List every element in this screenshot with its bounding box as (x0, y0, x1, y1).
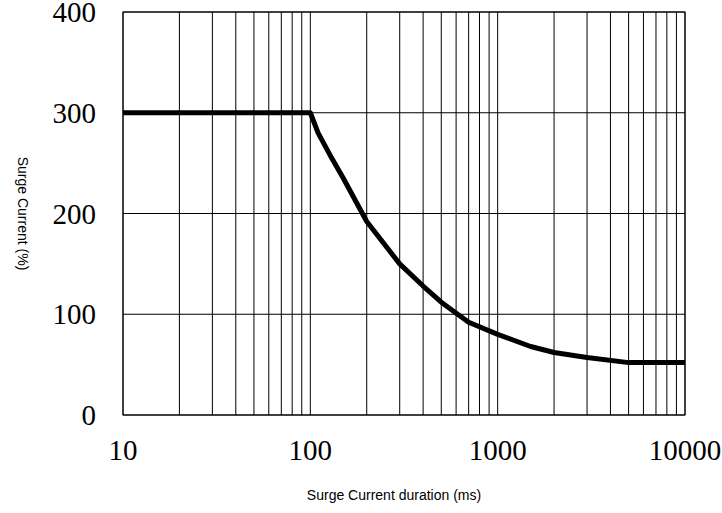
y-tick-label: 200 (53, 198, 97, 230)
plot-frame (123, 12, 685, 415)
chart-svg: 10 100 1000 10000 0 100 200 300 400 Surge Current… (0, 0, 722, 513)
x-tick-label: 10000 (649, 434, 722, 466)
y-tick-label: 100 (53, 298, 97, 330)
x-tick-label: 1000 (469, 434, 527, 466)
chart-container: 10 100 1000 10000 0 100 200 300 400 Surge Current… (0, 0, 722, 513)
y-grid-line (123, 314, 685, 315)
x-axis-label: Surge Current duration (ms) (307, 487, 481, 503)
y-tick-label: 300 (53, 97, 97, 129)
x-tick-label: 10 (109, 434, 138, 466)
data-line (123, 113, 685, 363)
grid (123, 12, 685, 415)
y-tick-label: 400 (53, 0, 97, 28)
y-tick-label: 0 (82, 399, 97, 431)
y-grid-line (123, 213, 685, 214)
data-layer (123, 113, 685, 363)
y-axis-label: Surge Current (%) (15, 157, 31, 271)
x-tick-label: 100 (289, 434, 333, 466)
